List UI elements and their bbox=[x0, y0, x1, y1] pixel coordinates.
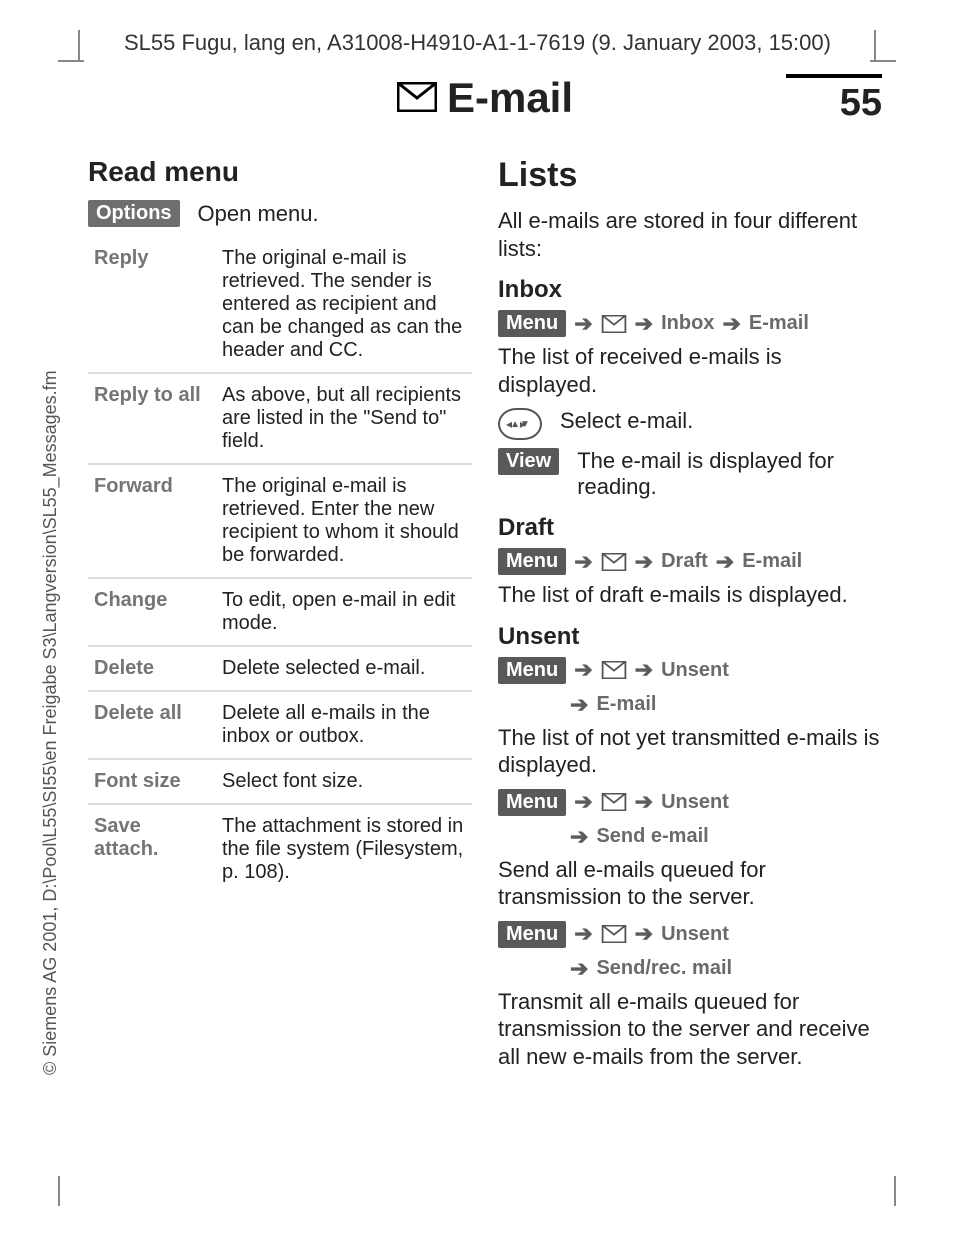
nav-label: Draft bbox=[661, 550, 708, 573]
table-row: Delete allDelete all e-mails in the inbo… bbox=[88, 691, 472, 759]
unsent-path-3: Menu➔➔Unsent➔Send/rec. mail bbox=[498, 921, 882, 982]
envelope-icon bbox=[397, 82, 437, 117]
table-row: Font sizeSelect font size. bbox=[88, 759, 472, 804]
table-row: DeleteDelete selected e-mail. bbox=[88, 646, 472, 691]
menu-item-desc: The attachment is stored in the file sys… bbox=[216, 804, 472, 894]
arrow-icon: ➔ bbox=[570, 549, 596, 575]
menu-softkey[interactable]: Menu bbox=[498, 310, 566, 337]
table-row: ReplyThe original e-mail is retrieved. T… bbox=[88, 237, 472, 373]
menu-item-desc: Delete all e-mails in the inbox or outbo… bbox=[216, 691, 472, 759]
menu-item-key: Reply to all bbox=[88, 373, 216, 464]
table-row: ChangeTo edit, open e-mail in edit mode. bbox=[88, 578, 472, 646]
inbox-heading: Inbox bbox=[498, 276, 882, 304]
menu-softkey[interactable]: Menu bbox=[498, 789, 566, 816]
draft-path: Menu➔➔Draft➔E-mail bbox=[498, 548, 882, 575]
draft-heading: Draft bbox=[498, 514, 882, 542]
envelope-icon bbox=[601, 550, 627, 573]
arrow-icon: ➔ bbox=[631, 657, 657, 683]
menu-item-desc: The original e-mail is retrieved. The se… bbox=[216, 237, 472, 373]
arrow-icon: ➔ bbox=[566, 824, 592, 850]
menu-item-key: Delete all bbox=[88, 691, 216, 759]
menu-item-desc: As above, but all recipients are listed … bbox=[216, 373, 472, 464]
menu-item-desc: Delete selected e-mail. bbox=[216, 646, 472, 691]
read-menu-table: ReplyThe original e-mail is retrieved. T… bbox=[88, 237, 472, 894]
unsent-path-2: Menu➔➔Unsent➔Send e-mail bbox=[498, 789, 882, 850]
arrow-icon: ➔ bbox=[566, 956, 592, 982]
inbox-select: Select e-mail. bbox=[560, 408, 693, 434]
read-menu-heading: Read menu bbox=[88, 156, 472, 188]
arrow-icon: ➔ bbox=[570, 657, 596, 683]
menu-item-key: Font size bbox=[88, 759, 216, 804]
menu-softkey[interactable]: Menu bbox=[498, 921, 566, 948]
unsent-path-1: Menu➔➔Unsent➔E-mail bbox=[498, 657, 882, 718]
nav-label: E-mail bbox=[596, 693, 656, 716]
inbox-desc: The list of received e-mails is displaye… bbox=[498, 343, 882, 398]
lists-heading: Lists bbox=[498, 156, 882, 195]
lists-intro: All e-mails are stored in four different… bbox=[498, 207, 882, 262]
envelope-icon bbox=[601, 923, 627, 946]
arrow-icon: ➔ bbox=[631, 311, 657, 337]
page-title: E-mail bbox=[447, 74, 573, 122]
nav-label: Unsent bbox=[661, 923, 729, 946]
unsent-desc-3: Transmit all e-mails queued for transmis… bbox=[498, 988, 882, 1071]
envelope-icon bbox=[601, 659, 627, 682]
menu-item-key: Forward bbox=[88, 464, 216, 578]
unsent-desc-2: Send all e-mails queued for transmission… bbox=[498, 856, 882, 911]
nav-key-icon: ▲▼ bbox=[498, 408, 542, 440]
arrow-icon: ➔ bbox=[570, 789, 596, 815]
page-title-bar: E-mail 55 bbox=[88, 74, 882, 134]
options-caption: Open menu. bbox=[198, 201, 319, 227]
view-softkey[interactable]: View bbox=[498, 448, 559, 475]
table-row: ForwardThe original e-mail is retrieved.… bbox=[88, 464, 472, 578]
nav-label: Send/rec. mail bbox=[596, 957, 732, 980]
menu-item-key: Delete bbox=[88, 646, 216, 691]
arrow-icon: ➔ bbox=[570, 921, 596, 947]
inbox-path: Menu➔➔Inbox➔E-mail bbox=[498, 310, 882, 337]
left-column: Read menu Options Open menu. ReplyThe or… bbox=[88, 152, 472, 1080]
menu-item-desc: The original e-mail is retrieved. Enter … bbox=[216, 464, 472, 578]
right-column: Lists All e-mails are stored in four dif… bbox=[498, 152, 882, 1080]
menu-item-desc: Select font size. bbox=[216, 759, 472, 804]
side-copyright: © Siemens AG 2001, D:\Pool\L55\SI55\en F… bbox=[40, 370, 61, 1075]
arrow-icon: ➔ bbox=[631, 549, 657, 575]
arrow-icon: ➔ bbox=[712, 549, 738, 575]
nav-label: Inbox bbox=[661, 312, 714, 335]
menu-softkey[interactable]: Menu bbox=[498, 657, 566, 684]
unsent-desc-1: The list of not yet transmitted e-mails … bbox=[498, 724, 882, 779]
nav-label: E-mail bbox=[749, 312, 809, 335]
inbox-view-desc: The e-mail is displayed for reading. bbox=[577, 448, 882, 500]
arrow-icon: ➔ bbox=[566, 692, 592, 718]
menu-item-key: Change bbox=[88, 578, 216, 646]
draft-desc: The list of draft e-mails is displayed. bbox=[498, 581, 882, 609]
table-row: Save attach.The attachment is stored in … bbox=[88, 804, 472, 894]
menu-item-desc: To edit, open e-mail in edit mode. bbox=[216, 578, 472, 646]
menu-item-key: Save attach. bbox=[88, 804, 216, 894]
nav-label: Unsent bbox=[661, 659, 729, 682]
arrow-icon: ➔ bbox=[570, 311, 596, 337]
envelope-icon bbox=[601, 312, 627, 335]
nav-label: Unsent bbox=[661, 791, 729, 814]
arrow-icon: ➔ bbox=[631, 789, 657, 815]
page-number: 55 bbox=[786, 74, 882, 125]
envelope-icon bbox=[601, 791, 627, 814]
menu-item-key: Reply bbox=[88, 237, 216, 373]
arrow-icon: ➔ bbox=[718, 311, 744, 337]
arrow-icon: ➔ bbox=[631, 921, 657, 947]
table-row: Reply to allAs above, but all recipients… bbox=[88, 373, 472, 464]
doc-header: SL55 Fugu, lang en, A31008-H4910-A1-1-76… bbox=[124, 30, 882, 56]
nav-label: E-mail bbox=[742, 550, 802, 573]
options-softkey[interactable]: Options bbox=[88, 200, 180, 227]
unsent-heading: Unsent bbox=[498, 623, 882, 651]
menu-softkey[interactable]: Menu bbox=[498, 548, 566, 575]
nav-label: Send e-mail bbox=[596, 825, 708, 848]
